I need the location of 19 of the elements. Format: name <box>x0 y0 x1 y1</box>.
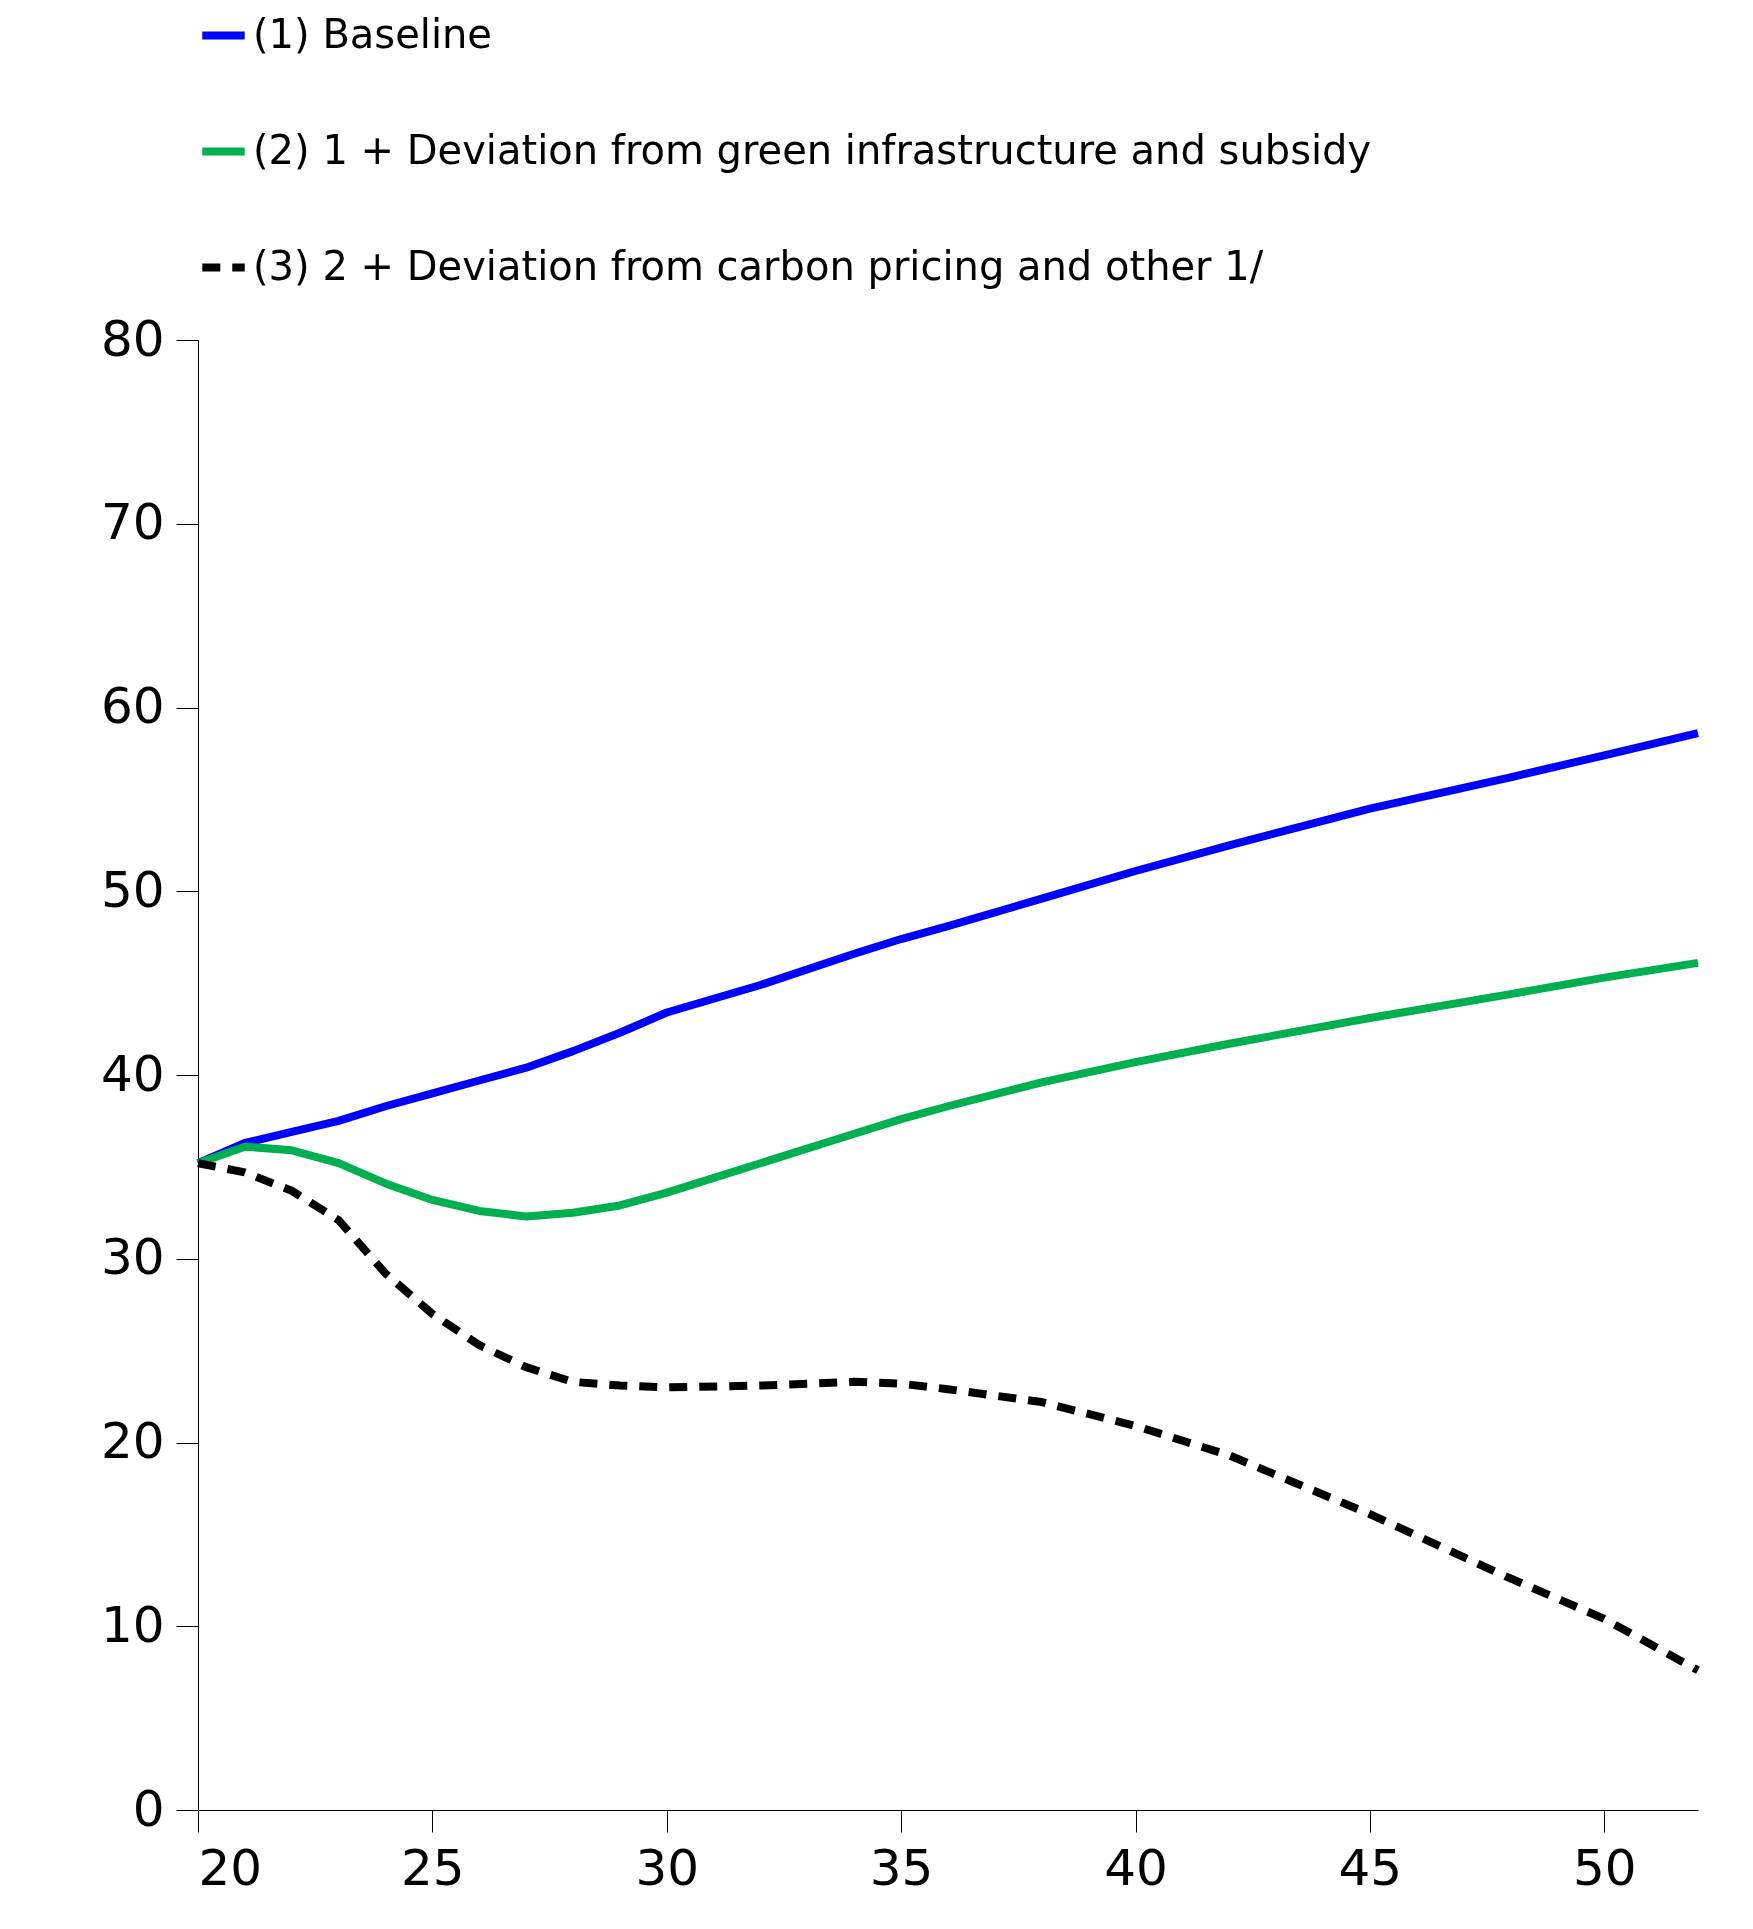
y-tick-label: 50 <box>100 860 165 919</box>
y-tick-label: 40 <box>100 1044 165 1103</box>
x-tick-label: 45 <box>1338 1838 1403 1897</box>
y-tick-label: 70 <box>100 493 165 552</box>
y-tick-label: 80 <box>100 309 165 368</box>
x-tick-label: 50 <box>1572 1838 1637 1897</box>
legend-label: (3) 2 + Deviation from carbon pricing and other 1/ <box>253 242 1264 289</box>
y-tick-label: 10 <box>100 1595 165 1654</box>
y-tick-label: 0 <box>132 1779 165 1838</box>
x-tick-label: 25 <box>401 1838 465 1897</box>
x-tick-label: 35 <box>869 1838 934 1897</box>
legend-label: (2) 1 + Deviation from green infrastructure and subsidy <box>253 126 1372 173</box>
x-tick-label: 20 <box>198 1838 263 1897</box>
y-tick-label: 20 <box>100 1412 165 1470</box>
y-tick-label: 30 <box>100 1228 165 1287</box>
x-tick-label: 30 <box>635 1838 700 1897</box>
x-tick-label: 40 <box>1104 1838 1168 1897</box>
legend-label: (1) Baseline <box>253 10 492 57</box>
y-tick-label: 60 <box>100 677 165 735</box>
